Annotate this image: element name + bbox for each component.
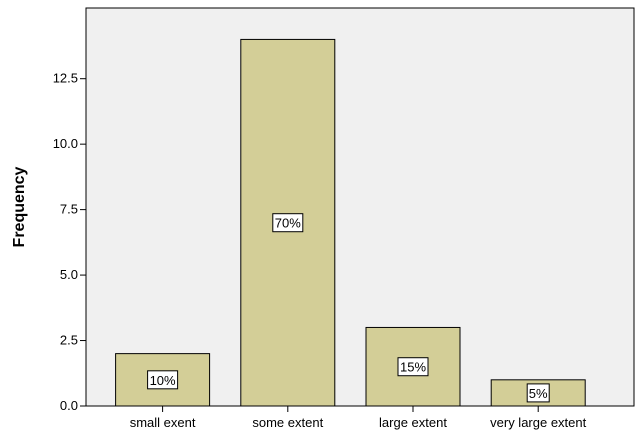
data-label: 5% (529, 386, 548, 401)
data-label: 10% (150, 373, 176, 388)
y-axis-title: Frequency (11, 166, 28, 247)
data-label: 70% (275, 216, 301, 231)
x-axis: small exent some extent large extent very l… (130, 406, 587, 430)
data-label-box (526, 383, 550, 403)
x-tick-label: very large extent (490, 415, 586, 430)
x-tick-label: some extent (252, 415, 323, 430)
y-tick-label: 7.5 (60, 202, 78, 217)
y-tick-label: 5.0 (60, 267, 78, 282)
bar (240, 38, 336, 407)
y-tick-label: 10.0 (53, 136, 78, 151)
data-label-box (397, 357, 429, 377)
y-tick-label: 0.0 (60, 398, 78, 413)
plot-area (85, 7, 635, 407)
bars-layer: 10% 70% 15% 5% (115, 38, 586, 407)
y-axis: 0.0 2.5 5.0 7.5 10.0 12.5 (53, 71, 86, 413)
data-label: 15% (400, 360, 426, 375)
x-tick-label: large extent (379, 415, 447, 430)
data-label-box (272, 213, 304, 233)
x-tick-label: small exent (130, 415, 196, 430)
data-label-box (147, 370, 179, 390)
y-tick-label: 12.5 (53, 71, 78, 86)
y-tick-label: 2.5 (60, 333, 78, 348)
